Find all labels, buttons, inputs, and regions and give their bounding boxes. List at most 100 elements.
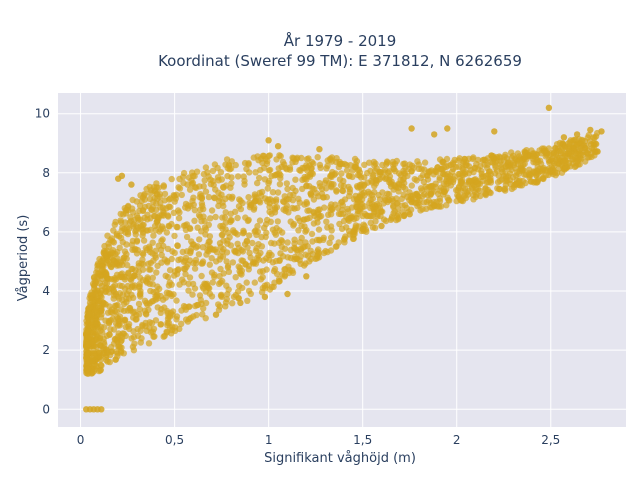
scatter-point — [377, 208, 385, 215]
scatter-point — [256, 217, 264, 224]
scatter-point — [197, 296, 204, 304]
scatter-point — [552, 172, 559, 179]
scatter-point — [289, 154, 296, 161]
scatter-point — [333, 187, 340, 194]
scatter-point — [202, 299, 210, 307]
scatter-point — [434, 164, 441, 171]
scatter-point — [360, 189, 368, 196]
scatter-point — [114, 337, 121, 344]
scatter-point — [204, 169, 211, 176]
scatter-point — [304, 207, 311, 214]
scatter-point — [190, 259, 197, 267]
scatter-point — [251, 279, 258, 286]
scatter-point — [225, 161, 233, 168]
scatter-point — [281, 271, 289, 279]
scatter-point — [128, 335, 135, 342]
scatter-point — [122, 323, 129, 331]
scatter-point — [302, 228, 309, 235]
scatter-point — [167, 309, 174, 317]
scatter-point — [154, 283, 161, 290]
scatter-point — [387, 216, 394, 223]
scatter-point — [431, 131, 438, 138]
scatter-point — [259, 188, 266, 196]
scatter-point — [150, 325, 158, 333]
scatter-point — [200, 305, 207, 312]
scatter-point — [129, 246, 136, 253]
scatter-point — [137, 222, 144, 230]
scatter-point — [315, 226, 323, 233]
scatter-point — [211, 271, 218, 278]
scatter-point — [408, 168, 415, 175]
scatter-point — [137, 339, 144, 346]
scatter-point — [565, 145, 572, 152]
scatter-point — [258, 233, 265, 241]
scatter-point — [129, 274, 136, 281]
scatter-point — [290, 222, 297, 229]
scatter-point — [203, 251, 210, 258]
scatter-point — [308, 169, 315, 177]
scatter-point — [339, 187, 347, 195]
scatter-point — [171, 249, 178, 257]
scatter-point — [91, 273, 98, 281]
scatter-point — [301, 262, 308, 269]
scatter-point — [276, 152, 283, 159]
scatter-point — [348, 214, 356, 221]
scatter-point — [164, 212, 172, 219]
scatter-point — [560, 134, 568, 141]
scatter-point — [273, 196, 280, 203]
scatter-point — [220, 237, 227, 244]
y-axis-title: Vågperiod (s) — [16, 215, 31, 302]
scatter-point — [393, 157, 400, 165]
scatter-point — [132, 231, 139, 238]
scatter-point — [264, 185, 271, 192]
scatter-point — [319, 194, 327, 201]
scatter-point — [291, 205, 298, 212]
scatter-point — [462, 169, 469, 176]
y-tick-label: 0 — [42, 402, 50, 416]
scatter-point — [157, 204, 164, 211]
scatter-point — [555, 154, 563, 162]
y-tick-label: 4 — [42, 284, 50, 298]
scatter-point — [281, 245, 289, 252]
scatter-point — [211, 161, 219, 168]
scatter-point — [102, 271, 110, 278]
scatter-point — [143, 185, 150, 193]
scatter-point — [284, 185, 291, 193]
scatter-point — [454, 191, 461, 199]
scatter-point — [456, 155, 463, 162]
scatter-point — [232, 208, 239, 215]
scatter-point — [130, 347, 138, 354]
scatter-point — [139, 321, 146, 329]
scatter-point — [137, 192, 144, 199]
scatter-point — [113, 308, 120, 315]
scatter-point — [201, 177, 208, 184]
scatter-point — [484, 161, 491, 168]
scatter-point — [235, 203, 243, 210]
scatter-point — [217, 265, 224, 273]
scatter-point — [211, 194, 218, 202]
scatter-point — [154, 214, 162, 221]
scatter-point — [556, 165, 563, 172]
scatter-point — [239, 257, 247, 264]
scatter-point — [202, 231, 209, 238]
scatter-point — [461, 191, 468, 199]
scatter-point — [111, 276, 118, 283]
scatter-point — [445, 196, 452, 204]
scatter-point — [90, 347, 97, 354]
scatter-point — [577, 145, 585, 152]
scatter-point — [135, 268, 142, 276]
scatter-point — [457, 197, 464, 204]
scatter-point — [259, 268, 266, 275]
scatter-point — [444, 125, 451, 132]
scatter-point — [370, 158, 378, 166]
scatter-point — [507, 160, 514, 167]
scatter-point — [401, 211, 408, 219]
scatter-point — [316, 161, 324, 169]
scatter-point — [152, 317, 160, 324]
scatter-point — [256, 174, 263, 182]
scatter-point — [180, 222, 188, 229]
scatter-point — [381, 169, 388, 176]
scatter-point — [191, 217, 198, 224]
scatter-point — [140, 237, 148, 244]
